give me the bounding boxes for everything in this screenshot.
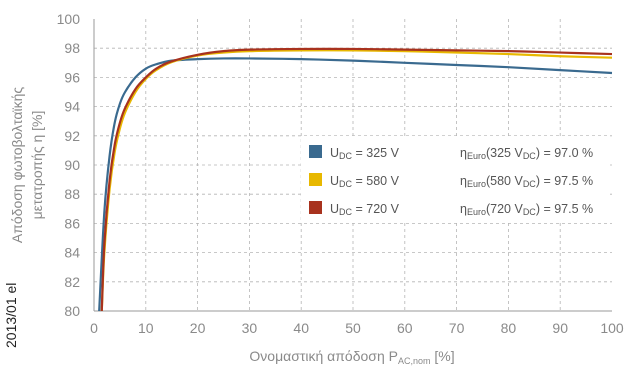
y-axis-title: Απόδοση φωτοβολταϊκής μετατροπής η [%] <box>9 87 45 244</box>
y-tick-label: 100 <box>57 11 81 27</box>
y-tick-label: 80 <box>64 303 80 319</box>
legend-label-3: UDC = 720 V <box>330 202 400 217</box>
document-code: 2013/01 el <box>3 283 19 348</box>
x-tick-label: 0 <box>90 320 98 336</box>
euro-efficiency-label-1: ηEuro(325 VDC) = 97.0 % <box>460 146 593 161</box>
legend-swatch-2 <box>309 173 322 186</box>
legend-label-2: UDC = 580 V <box>330 174 400 189</box>
y-tick-label: 86 <box>64 215 80 231</box>
legend-swatch-3 <box>309 201 322 214</box>
y-tick-label: 82 <box>64 274 80 290</box>
euro-efficiency-label-2: ηEuro(580 VDC) = 97.5 % <box>460 174 593 189</box>
y-tick-label: 98 <box>64 40 80 56</box>
euro-efficiency-label-3: ηEuro(720 VDC) = 97.5 % <box>460 202 593 217</box>
series-line-3 <box>100 47 613 312</box>
y-tick-label: 94 <box>64 99 80 115</box>
x-axis-title: Ονομαστική απόδοση PAC,nom [%] <box>249 348 454 366</box>
y-axis-title-line1: Απόδοση φωτοβολταϊκής <box>9 87 25 244</box>
x-tick-labels: 0 10 20 30 40 50 60 70 80 90 100 <box>90 320 624 336</box>
y-tick-label: 90 <box>64 157 80 173</box>
x-tick-label: 40 <box>293 320 309 336</box>
axes <box>93 19 612 312</box>
y-tick-label: 84 <box>64 245 80 261</box>
x-tick-label: 70 <box>449 320 465 336</box>
legend-entries: UDC = 325 V UDC = 580 V UDC = 720 V <box>309 145 400 217</box>
y-tick-labels: 80 82 84 86 88 90 92 94 96 98 100 <box>57 11 81 319</box>
x-tick-label: 10 <box>138 320 154 336</box>
x-tick-label: 100 <box>600 320 624 336</box>
legend-swatch-1 <box>309 145 322 158</box>
x-tick-label: 20 <box>190 320 206 336</box>
y-axis-title-line2: μετατροπής η [%] <box>29 111 45 220</box>
legend-background <box>301 136 609 221</box>
y-tick-label: 88 <box>64 186 80 202</box>
x-tick-label: 30 <box>242 320 258 336</box>
euro-efficiency-labels: ηEuro(325 VDC) = 97.0 % ηEuro(580 VDC) = … <box>460 146 593 217</box>
legend-label-1: UDC = 325 V <box>330 146 400 161</box>
x-tick-label: 60 <box>397 320 413 336</box>
y-tick-label: 96 <box>64 69 80 85</box>
x-tick-label: 90 <box>552 320 568 336</box>
y-tick-label: 92 <box>64 128 80 144</box>
x-tick-label: 80 <box>501 320 517 336</box>
legend: UDC = 325 V UDC = 580 V UDC = 720 V ηEuro(… <box>301 136 609 221</box>
series-lines <box>98 47 613 312</box>
x-tick-label: 50 <box>345 320 361 336</box>
